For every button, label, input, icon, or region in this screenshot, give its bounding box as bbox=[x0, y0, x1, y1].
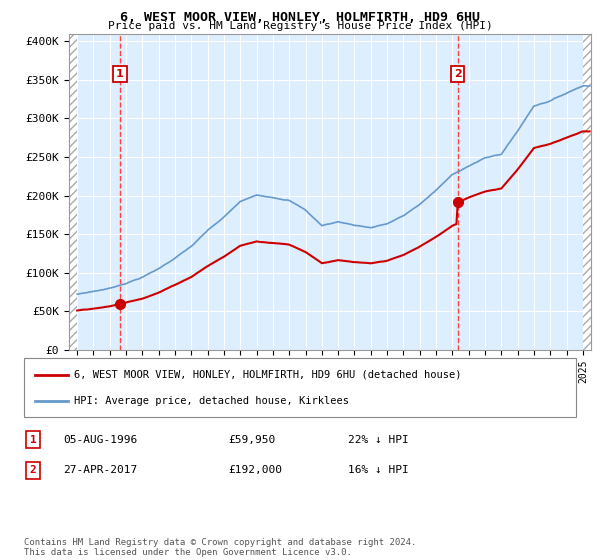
FancyBboxPatch shape bbox=[24, 358, 576, 417]
Text: 6, WEST MOOR VIEW, HONLEY, HOLMFIRTH, HD9 6HU (detached house): 6, WEST MOOR VIEW, HONLEY, HOLMFIRTH, HD… bbox=[74, 370, 461, 380]
Text: Contains HM Land Registry data © Crown copyright and database right 2024.
This d: Contains HM Land Registry data © Crown c… bbox=[24, 538, 416, 557]
Text: 2: 2 bbox=[454, 69, 461, 79]
Text: 1: 1 bbox=[29, 435, 37, 445]
Text: 6, WEST MOOR VIEW, HONLEY, HOLMFIRTH, HD9 6HU: 6, WEST MOOR VIEW, HONLEY, HOLMFIRTH, HD… bbox=[120, 11, 480, 24]
Text: Price paid vs. HM Land Registry's House Price Index (HPI): Price paid vs. HM Land Registry's House … bbox=[107, 21, 493, 31]
Text: 27-APR-2017: 27-APR-2017 bbox=[63, 465, 137, 475]
Bar bbox=[69, 34, 77, 350]
Text: HPI: Average price, detached house, Kirklees: HPI: Average price, detached house, Kirk… bbox=[74, 396, 349, 406]
Bar bbox=[583, 34, 591, 350]
Bar bbox=[69, 34, 77, 350]
Bar bbox=[583, 34, 591, 350]
Text: 05-AUG-1996: 05-AUG-1996 bbox=[63, 435, 137, 445]
Text: 16% ↓ HPI: 16% ↓ HPI bbox=[348, 465, 409, 475]
Text: £59,950: £59,950 bbox=[228, 435, 275, 445]
Text: 1: 1 bbox=[116, 69, 124, 79]
Text: 22% ↓ HPI: 22% ↓ HPI bbox=[348, 435, 409, 445]
Text: £192,000: £192,000 bbox=[228, 465, 282, 475]
Text: 2: 2 bbox=[29, 465, 37, 475]
